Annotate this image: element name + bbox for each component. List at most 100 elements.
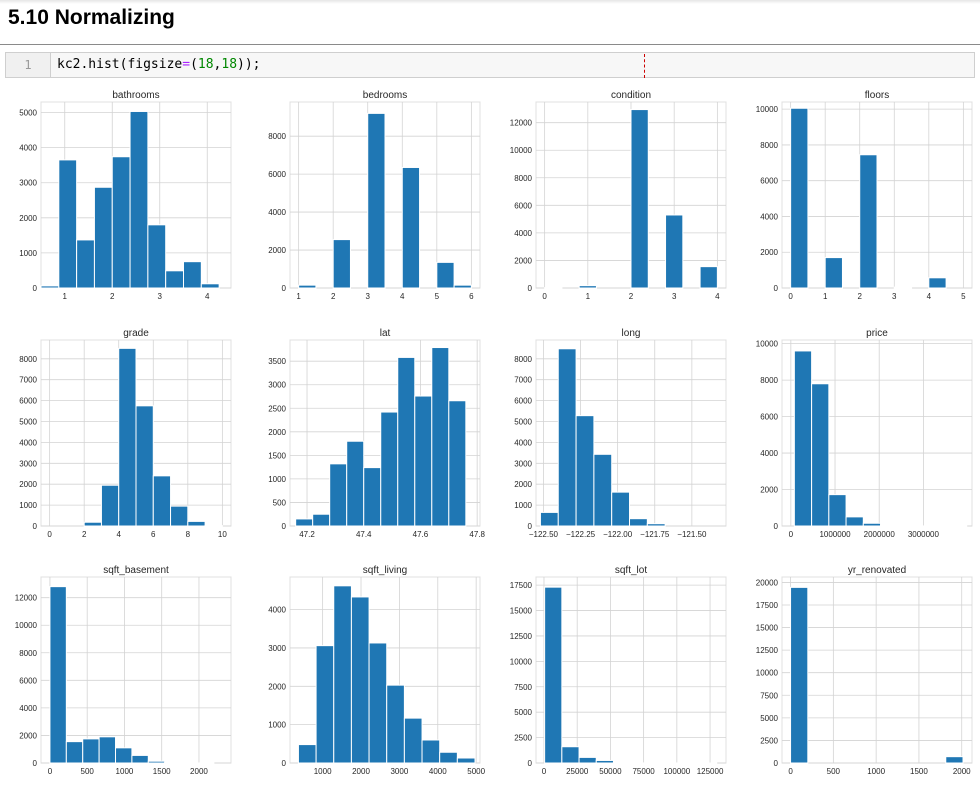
y-tick-label: 5000 (19, 109, 37, 118)
y-tick-label: 3000 (268, 644, 286, 653)
x-tick-label: 4 (400, 292, 405, 301)
y-tick-label: 8000 (514, 355, 532, 364)
y-tick-label: 1000 (19, 249, 37, 258)
x-tick-label: 0 (542, 292, 547, 301)
x-tick-label: 3 (158, 292, 163, 301)
y-tick-label: 3000 (514, 459, 532, 468)
y-tick-label: 6000 (760, 177, 778, 186)
histogram-sqft-lot: sqft_lot 0 25000 50000 75000 100000 125000 0 250… (510, 565, 727, 776)
histogram-bar (332, 239, 351, 289)
y-tick-label: 1500 (268, 451, 286, 460)
x-tick-label: 4 (205, 292, 210, 301)
y-tick-label: 0 (33, 522, 38, 531)
y-tick-label: 7000 (19, 376, 37, 385)
x-tick-label: −122.50 (529, 530, 559, 539)
histogram-bar (367, 112, 386, 289)
y-tick-label: 12000 (510, 119, 533, 128)
x-tick-label: 2000 (352, 767, 370, 776)
x-tick-label: 1000000 (819, 530, 851, 539)
x-tick-label: −122.00 (603, 530, 633, 539)
y-tick-label: 8000 (268, 132, 286, 141)
histogram-bar (611, 491, 631, 527)
x-tick-label: 4 (117, 530, 122, 539)
y-tick-label: 2000 (19, 214, 37, 223)
histogram-bar (312, 513, 331, 527)
y-tick-label: 500 (273, 498, 287, 507)
x-tick-label: 3 (672, 292, 677, 301)
histogram-bar (350, 596, 370, 764)
y-tick-label: 0 (774, 522, 779, 531)
histogram-bar (945, 756, 964, 764)
y-tick-label: 4000 (514, 229, 532, 238)
histogram-bar (98, 736, 117, 764)
x-tick-label: 75000 (632, 767, 655, 776)
chart-title: sqft_basement (103, 565, 169, 576)
x-tick-label: 1500 (153, 767, 171, 776)
x-tick-label: 0 (48, 767, 53, 776)
code-cell[interactable]: 1 kc2.hist(figsize=(18,18)); (5, 52, 975, 78)
histogram-bar (82, 738, 100, 764)
x-tick-label: 500 (81, 767, 95, 776)
chart-title: sqft_lot (615, 565, 647, 576)
chart-title: bathrooms (112, 90, 159, 101)
y-tick-label: 6000 (514, 201, 532, 210)
histogram-bar (593, 453, 613, 527)
histogram-bar (147, 760, 166, 764)
code-token: = (182, 57, 191, 72)
x-tick-label: 6 (151, 530, 156, 539)
histogram-bar (630, 109, 649, 289)
code-token: kc2.hist(figsize (57, 57, 183, 72)
histogram-bar (76, 239, 95, 289)
histogram-bar (187, 520, 206, 527)
y-tick-label: 2000 (268, 428, 286, 437)
y-tick-label: 2000 (760, 486, 778, 495)
histogram-bar (346, 440, 365, 527)
y-tick-label: 2000 (514, 480, 532, 489)
y-tick-label: 1000 (268, 721, 286, 730)
code-token: 18 (221, 57, 238, 72)
x-tick-label: 8 (186, 530, 191, 539)
y-tick-label: 3000 (19, 179, 37, 188)
histogram-bar (118, 347, 137, 527)
histogram-bar (828, 494, 847, 527)
x-tick-label: 2000 (190, 767, 208, 776)
histogram-bar (790, 107, 809, 289)
x-tick-label: 500 (827, 767, 841, 776)
x-tick-label: 1 (63, 292, 68, 301)
x-tick-label: 47.6 (413, 530, 429, 539)
y-tick-label: 4000 (268, 606, 286, 615)
section-heading: 5.10 Normalizing (8, 6, 175, 29)
y-tick-label: 12000 (15, 594, 38, 603)
y-tick-label: 7000 (514, 376, 532, 385)
x-tick-label: −121.50 (677, 530, 707, 539)
histogram-price: price 0 1000000 2000000 3000000 0 2000 4000 6000… (756, 328, 973, 539)
x-tick-label: 2 (110, 292, 115, 301)
y-tick-label: 8000 (19, 355, 37, 364)
x-tick-label: 47.4 (356, 530, 372, 539)
y-tick-label: 0 (282, 284, 287, 293)
histogram-bar (152, 475, 172, 527)
histogram-condition: condition 0 1 2 3 4 0 2000 4000 6000 8000 10000 1200… (510, 90, 727, 301)
y-tick-label: 5000 (19, 418, 37, 427)
histogram-bar (363, 467, 382, 527)
y-tick-label: 2500 (268, 404, 286, 413)
heading-divider (0, 44, 980, 45)
histogram-bar (578, 756, 597, 764)
histogram-bar (115, 747, 133, 764)
histogram-bar (295, 518, 314, 527)
x-tick-label: 2 (331, 292, 336, 301)
y-tick-label: 8000 (19, 649, 37, 658)
histogram-bathrooms: bathrooms 1 2 3 4 0 1000 2000 3000 4000 5000 (19, 90, 232, 301)
y-tick-label: 3500 (268, 357, 286, 366)
code-line[interactable]: kc2.hist(figsize=(18,18)); (57, 53, 261, 77)
histogram-bar (65, 741, 84, 764)
y-tick-label: 10000 (756, 340, 779, 349)
x-tick-label: 2 (629, 292, 634, 301)
chart-title: lat (380, 328, 391, 339)
y-tick-label: 4000 (760, 212, 778, 221)
y-tick-label: 4000 (268, 208, 286, 217)
y-tick-label: 8000 (760, 141, 778, 150)
x-tick-label: 0 (542, 767, 547, 776)
histogram-bar (561, 746, 580, 764)
histogram-bar (790, 586, 809, 764)
